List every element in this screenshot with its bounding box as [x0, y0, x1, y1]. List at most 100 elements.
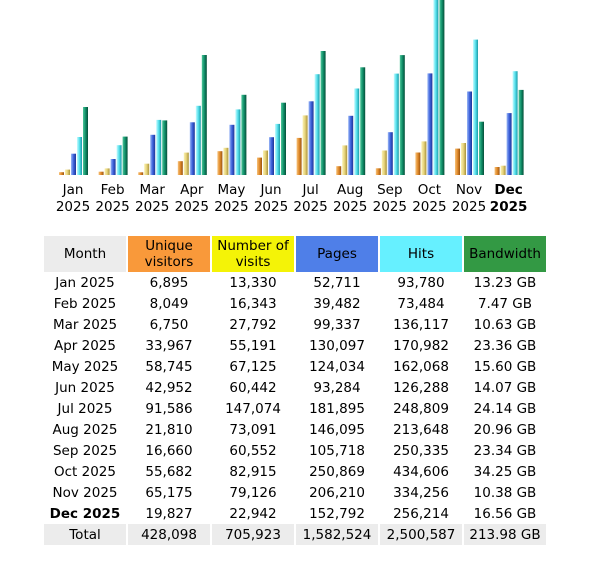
x-tick-year: 2025	[373, 199, 407, 215]
bar-number-of-visits	[65, 169, 70, 175]
x-tick-year: 2025	[293, 199, 327, 215]
cell-month: Jul 2025	[57, 400, 113, 417]
bar-unique-visitors	[336, 166, 342, 175]
cell-pages: 206,210	[309, 484, 365, 501]
bar-pages	[110, 159, 116, 175]
bar-bandwidth	[439, 0, 445, 175]
cell-bandwidth: 13.23 GB	[473, 274, 537, 291]
cell-unique: 16,660	[145, 442, 193, 459]
bar-pages	[229, 124, 235, 175]
x-tick-year: 2025	[135, 199, 169, 215]
x-tick-year: 2025	[333, 199, 367, 215]
bar-unique-visitors	[138, 172, 144, 175]
cell-hits: 93,780	[397, 274, 445, 291]
bar-bandwidth	[162, 120, 168, 175]
x-tick-month: Apr	[180, 182, 204, 198]
total-hits: 2,500,587	[380, 524, 462, 545]
cell-pages: 124,034	[309, 358, 365, 375]
bar-bandwidth	[281, 102, 286, 175]
cell-hits: 73,484	[397, 295, 445, 312]
bar-unique-visitors	[296, 137, 302, 175]
cell-bandwidth: 23.36 GB	[473, 337, 537, 354]
cell-pages: 152,792	[309, 505, 365, 522]
bar-pages	[348, 115, 354, 175]
cell-month: Oct 2025	[54, 463, 116, 480]
cell-month: Jun 2025	[55, 379, 115, 396]
cell-month: Apr 2025	[53, 337, 116, 354]
col-header-pages: Pages	[296, 236, 378, 272]
bar-hits	[195, 105, 201, 175]
bar-pages	[189, 122, 195, 175]
cell-unique: 33,967	[145, 337, 193, 354]
bar-hits	[156, 119, 162, 175]
cell-unique: 42,952	[145, 379, 193, 396]
bar-pages	[387, 132, 393, 175]
bar-unique-visitors	[59, 172, 64, 175]
table-row: Mar 2025 6,750 27,792 99,337 136,117 10.63 GB	[44, 314, 546, 335]
col-header-month: Month	[44, 236, 126, 272]
bar-pages	[269, 137, 274, 175]
cell-bandwidth: 20.96 GB	[473, 421, 537, 438]
chart-x-labels: Jan2025Feb2025Mar2025Apr2025May2025Jun20…	[56, 182, 528, 215]
bar-hits	[275, 123, 280, 175]
monthly-history-chart: Jan2025Feb2025Mar2025Apr2025May2025Jun20…	[56, 0, 528, 215]
cell-hits: 250,335	[393, 442, 449, 459]
cell-pages: 105,718	[309, 442, 365, 459]
bar-number-of-visits	[183, 152, 189, 175]
bar-number-of-visits	[144, 163, 150, 175]
x-tick-year: 2025	[412, 199, 446, 215]
cell-visits: 13,330	[229, 274, 277, 291]
cell-hits: 434,606	[393, 463, 449, 480]
x-tick-year: 2025	[490, 199, 528, 215]
total-label: Total	[44, 524, 126, 545]
cell-unique: 55,682	[145, 463, 193, 480]
col-header-bandwidth: Bandwidth	[464, 236, 546, 272]
x-tick-month: Feb	[101, 182, 125, 198]
cell-month: Aug 2025	[52, 421, 118, 438]
cell-pages: 146,095	[309, 421, 365, 438]
bar-hits	[512, 71, 518, 175]
bar-bandwidth	[479, 121, 484, 175]
cell-visits: 73,091	[229, 421, 277, 438]
cell-hits: 334,256	[393, 484, 449, 501]
cell-visits: 67,125	[229, 358, 277, 375]
col-header-hits: Hits	[380, 236, 462, 272]
cell-hits: 126,288	[393, 379, 449, 396]
cell-month: Sep 2025	[52, 442, 118, 459]
bar-hits	[116, 145, 122, 175]
cell-hits: 248,809	[393, 400, 449, 417]
bar-number-of-visits	[342, 145, 348, 175]
bar-hits	[235, 109, 241, 175]
cell-pages: 99,337	[313, 316, 361, 333]
bar-unique-visitors	[177, 161, 183, 175]
table-row: Jun 2025 42,952 60,442 93,284 126,288 14.07 G…	[44, 377, 546, 398]
cell-unique: 21,810	[145, 421, 193, 438]
bar-bandwidth	[241, 94, 247, 175]
bar-number-of-visits	[500, 165, 506, 175]
cell-visits: 82,915	[229, 463, 277, 480]
bar-pages	[150, 134, 156, 175]
cell-unique: 8,049	[149, 295, 189, 312]
cell-bandwidth: 23.34 GB	[473, 442, 537, 459]
bar-number-of-visits	[381, 150, 387, 175]
bar-pages	[427, 73, 433, 175]
bar-hits	[354, 88, 360, 175]
bar-bandwidth	[518, 89, 524, 175]
cell-pages: 130,097	[309, 337, 365, 354]
table-row: Jan 2025 6,895 13,330 52,711 93,780 13.23 GB	[44, 272, 546, 293]
total-unique: 428,098	[128, 524, 210, 545]
cell-hits: 213,648	[393, 421, 449, 438]
bar-pages	[71, 153, 76, 175]
bar-hits	[314, 74, 320, 175]
cell-bandwidth: 10.63 GB	[473, 316, 537, 333]
cell-bandwidth: 24.14 GB	[473, 400, 537, 417]
cell-unique: 65,175	[145, 484, 193, 501]
cell-hits: 170,982	[393, 337, 449, 354]
bar-unique-visitors	[257, 157, 262, 175]
bar-unique-visitors	[415, 152, 421, 175]
x-tick-month: Dec	[494, 182, 522, 198]
bar-bandwidth	[83, 107, 88, 175]
bar-number-of-visits	[104, 168, 110, 175]
bar-bandwidth	[201, 55, 207, 175]
cell-bandwidth: 10.38 GB	[473, 484, 537, 501]
